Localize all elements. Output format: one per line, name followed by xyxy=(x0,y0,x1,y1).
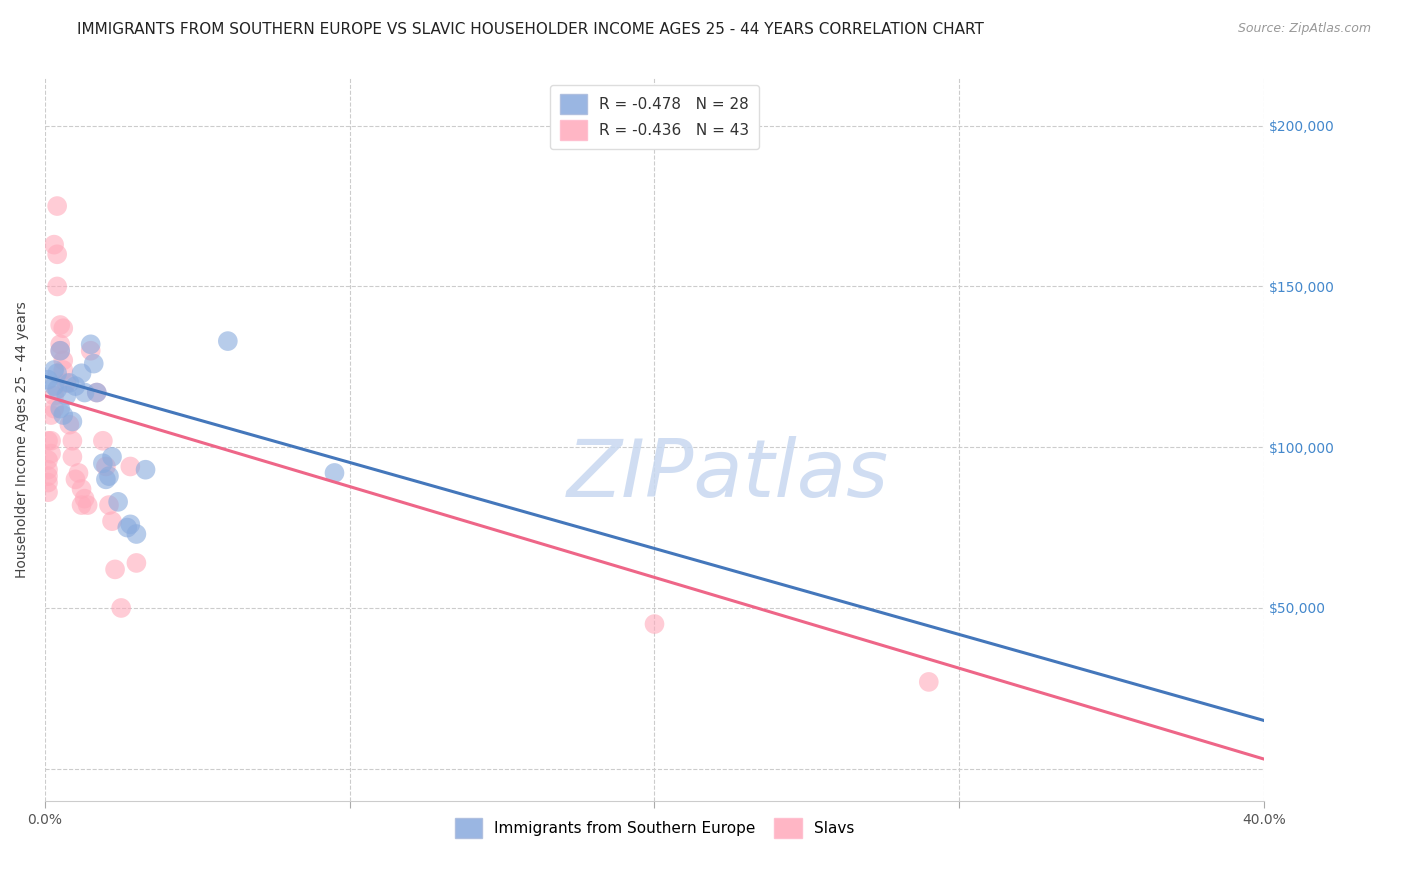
Point xyxy=(42,389,65,403)
Point xyxy=(98,469,121,483)
Point xyxy=(70,498,93,512)
Point xyxy=(73,491,96,506)
Point xyxy=(65,379,87,393)
Point xyxy=(42,363,65,377)
Point xyxy=(323,466,346,480)
Point xyxy=(37,475,59,490)
Point xyxy=(120,459,142,474)
Point xyxy=(37,463,59,477)
Point xyxy=(49,343,72,358)
Legend: Immigrants from Southern Europe, Slavs: Immigrants from Southern Europe, Slavs xyxy=(449,812,860,844)
Point xyxy=(125,556,148,570)
Point xyxy=(37,434,59,448)
Point xyxy=(46,247,69,261)
Point xyxy=(73,385,96,400)
Point xyxy=(37,453,59,467)
Point xyxy=(91,434,114,448)
Point xyxy=(58,417,80,432)
Point xyxy=(39,447,62,461)
Point xyxy=(94,459,117,474)
Point xyxy=(107,495,129,509)
Point xyxy=(52,408,75,422)
Point xyxy=(39,434,62,448)
Point xyxy=(644,617,666,632)
Point xyxy=(46,366,69,380)
Text: ZIPatlas: ZIPatlas xyxy=(567,436,889,515)
Text: Source: ZipAtlas.com: Source: ZipAtlas.com xyxy=(1237,22,1371,36)
Y-axis label: Householder Income Ages 25 - 44 years: Householder Income Ages 25 - 44 years xyxy=(15,301,30,577)
Point xyxy=(60,450,83,464)
Point xyxy=(42,237,65,252)
Point xyxy=(120,517,142,532)
Point xyxy=(60,415,83,429)
Point xyxy=(70,366,93,380)
Point xyxy=(55,376,77,390)
Point xyxy=(117,520,139,534)
Point xyxy=(65,472,87,486)
Point xyxy=(46,199,69,213)
Point xyxy=(135,463,157,477)
Point xyxy=(58,376,80,390)
Point xyxy=(98,498,121,512)
Point xyxy=(39,408,62,422)
Point xyxy=(49,337,72,351)
Point xyxy=(67,466,90,480)
Point xyxy=(86,385,108,400)
Point xyxy=(125,527,148,541)
Point xyxy=(91,456,114,470)
Point xyxy=(52,321,75,335)
Point xyxy=(37,373,59,387)
Point xyxy=(37,485,59,500)
Point xyxy=(104,562,127,576)
Point xyxy=(46,382,69,396)
Point xyxy=(49,318,72,332)
Point xyxy=(110,601,132,615)
Point xyxy=(918,674,941,689)
Point xyxy=(60,434,83,448)
Point xyxy=(101,514,124,528)
Point xyxy=(217,334,239,348)
Point xyxy=(52,353,75,368)
Point xyxy=(42,379,65,393)
Point xyxy=(94,472,117,486)
Point xyxy=(49,401,72,416)
Point xyxy=(46,279,69,293)
Point xyxy=(55,389,77,403)
Point xyxy=(86,385,108,400)
Point xyxy=(42,401,65,416)
Point xyxy=(49,343,72,358)
Point xyxy=(70,482,93,496)
Point xyxy=(83,357,105,371)
Point xyxy=(79,337,101,351)
Point xyxy=(37,469,59,483)
Point xyxy=(79,343,101,358)
Text: IMMIGRANTS FROM SOUTHERN EUROPE VS SLAVIC HOUSEHOLDER INCOME AGES 25 - 44 YEARS : IMMIGRANTS FROM SOUTHERN EUROPE VS SLAVI… xyxy=(77,22,984,37)
Point xyxy=(52,363,75,377)
Point xyxy=(76,498,98,512)
Point xyxy=(101,450,124,464)
